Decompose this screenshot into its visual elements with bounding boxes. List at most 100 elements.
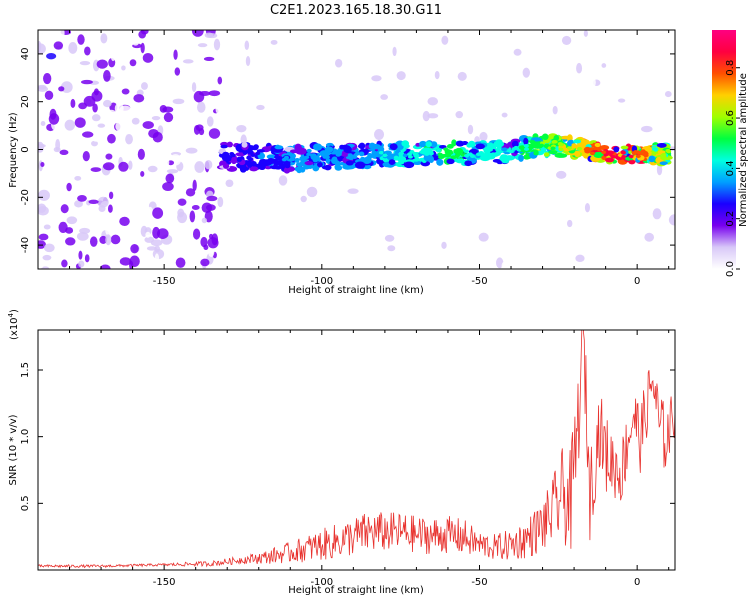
spectrogram-point [206, 33, 218, 39]
spectrogram-point [316, 157, 322, 162]
spectrogram-point [601, 63, 607, 68]
spectrogram-point [490, 103, 498, 114]
spectrogram-point [519, 146, 525, 150]
spectrogram-y-tick-label: 0 [20, 146, 31, 152]
spectrogram-point [246, 160, 253, 168]
spectrogram-point [347, 188, 359, 194]
spectrogram-point [108, 191, 114, 200]
spectrogram-point [574, 150, 581, 158]
spectrogram-point [225, 179, 234, 188]
spectrogram-point [561, 35, 572, 45]
spectrogram-point [217, 196, 224, 208]
spectrogram-point [134, 136, 139, 141]
spectrogram-point [160, 157, 170, 168]
spectrogram-point [65, 237, 76, 246]
spectrogram-point [360, 156, 366, 161]
spectrogram-point [38, 141, 45, 153]
spectrogram-point [41, 266, 50, 269]
spectrogram-point [201, 202, 213, 214]
spectrogram-point [378, 150, 384, 155]
spectrogram-point [163, 112, 174, 123]
spectrogram-point [586, 147, 592, 152]
spectrogram-point [241, 141, 248, 148]
spectrogram-point [246, 155, 252, 160]
spectrogram-point [203, 56, 215, 62]
spectrogram-point [79, 227, 91, 234]
spectrogram-point [142, 52, 154, 63]
spectrogram-point [387, 152, 393, 157]
spectrogram-point [601, 155, 607, 160]
spectrogram-point [651, 152, 657, 156]
spectrogram-point [142, 121, 154, 129]
spectrogram-point [256, 204, 266, 216]
spectrogram-point [441, 153, 447, 158]
spectrogram-point [43, 224, 51, 230]
spectrogram-point [665, 149, 671, 153]
spectrogram-point [38, 233, 49, 241]
spectrogram-point [479, 124, 489, 132]
spectrogram-point [102, 99, 112, 108]
spectrogram-y-tick-label: -40 [20, 237, 31, 253]
spectrogram-point [245, 56, 251, 67]
spectrogram-point [296, 165, 303, 174]
spectrogram-point [343, 146, 352, 154]
spectrogram-point [419, 140, 427, 148]
spectrogram-point [185, 147, 198, 154]
spectrogram-point [165, 173, 175, 184]
spectrogram-point [660, 156, 666, 160]
spectrogram-point [599, 144, 610, 151]
spectrogram-point [501, 261, 507, 269]
spectrogram-point [300, 195, 307, 203]
spectrogram-point [395, 243, 404, 256]
spectrogram-point [131, 117, 140, 125]
spectrogram-point [371, 75, 382, 82]
spectrogram-point [455, 158, 465, 164]
spectrogram-point [655, 193, 667, 199]
spectrogram-point [199, 194, 207, 206]
spectrogram-point [467, 124, 474, 135]
spectrogram-point [571, 143, 577, 147]
spectrogram-point [398, 158, 405, 165]
spectrogram-point [464, 153, 470, 158]
spectrogram-point [550, 146, 556, 151]
spectrogram-point [478, 232, 489, 242]
spectrogram-point [656, 142, 667, 148]
spectrogram-point [231, 156, 237, 165]
spectrogram-point [441, 35, 449, 45]
spectrogram-point [105, 224, 113, 236]
spectrogram-point [99, 235, 108, 244]
spectrogram-point [77, 194, 87, 202]
spectrogram-point [60, 204, 69, 214]
colorbar-gradient [712, 30, 736, 269]
snr-panel: -150 -100 -50 0 0.5 1.0 1.5 Height of straigh… [7, 309, 676, 596]
spectrogram-point [583, 30, 588, 37]
spectrogram-point [91, 252, 96, 258]
spectrogram-point [566, 219, 573, 228]
spectrogram-point [484, 147, 493, 152]
spectrogram-point [367, 153, 373, 157]
spectrogram-point [368, 144, 376, 149]
spectrogram-point [91, 140, 98, 147]
spectrogram-point [661, 152, 667, 157]
spectrogram-point [432, 219, 441, 231]
spectrogram-point [77, 34, 85, 45]
spectrogram-point [192, 179, 197, 192]
spectrogram-point [463, 149, 469, 154]
spectrogram-point [55, 139, 61, 151]
spectrogram-point [53, 41, 64, 50]
spectrogram-point [182, 59, 194, 64]
spectrogram-point [278, 175, 288, 186]
spectrogram-point [130, 244, 139, 254]
spectrogram-point [572, 188, 578, 194]
spectrogram-point [59, 149, 69, 155]
spectrogram-point [513, 48, 522, 56]
spectrogram-point [129, 59, 137, 67]
spectrogram-point [289, 239, 296, 245]
spectrogram-point [68, 42, 78, 54]
spectrogram-point [119, 257, 132, 266]
spectrogram-point [140, 30, 149, 35]
spectrogram-point [628, 154, 634, 159]
spectrogram-point [129, 255, 140, 267]
spectrogram-point [236, 124, 247, 133]
spectrogram-point [394, 150, 400, 154]
